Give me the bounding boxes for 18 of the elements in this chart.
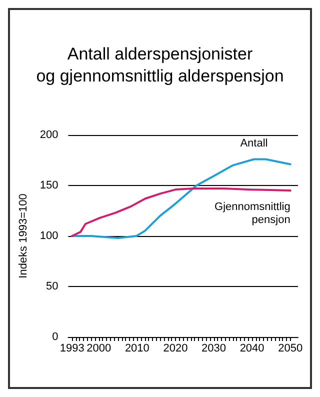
x-tick-label: 2050 [278,342,303,354]
x-tick-label: 2000 [86,342,112,354]
line-series [71,158,292,240]
x-tick-label: 1993 [60,342,84,354]
y-tick-label: 150 [40,180,58,192]
y-tick-label: 0 [52,331,58,343]
x-tick-label: 2040 [240,342,264,354]
x-tick-label: 2030 [202,342,226,354]
x-tick-label: 2020 [163,342,188,354]
line-series [71,188,292,237]
y-axis-title: Indeks 1993=100 [18,194,30,278]
y-tick-label: 50 [46,280,58,292]
y-tick-label: 100 [40,230,58,242]
series-label: Antall [240,138,268,150]
y-tick-label: 200 [40,129,58,141]
x-tick-label: 2010 [124,342,150,354]
chart-title: Antall alderspensjonister og gjennomsnittlig alderspensjon [36,44,284,86]
series-label: Gjennomsnittlig pensjon [214,201,290,226]
